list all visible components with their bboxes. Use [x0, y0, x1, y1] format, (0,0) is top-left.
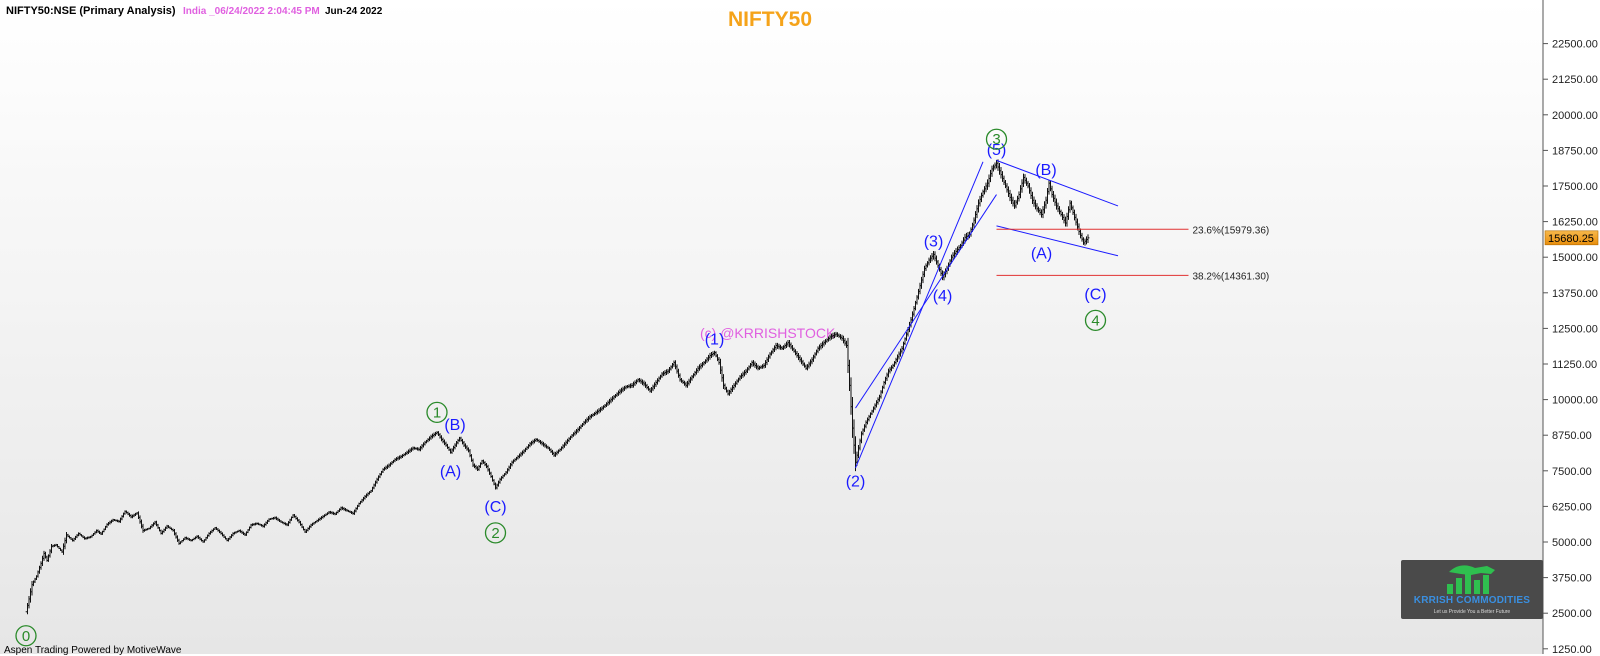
price-tick-label: 6250.00 [1552, 501, 1592, 513]
fib-level-label: 23.6%(15979.36) [1193, 225, 1270, 236]
price-tick-label: 16250.00 [1552, 217, 1598, 229]
trend-channel-line [996, 159, 1119, 207]
footer-credit: Aspen Trading Powered by MotiveWave [4, 645, 182, 656]
price-tick-label: 1250.00 [1552, 644, 1592, 654]
wave-label-circle [985, 128, 1008, 150]
trend-channel-line [855, 161, 984, 469]
price-tick-label: 11250.00 [1552, 359, 1597, 371]
price-tick-label: 3750.00 [1552, 573, 1592, 585]
wave-label-minor: (2) [846, 473, 866, 490]
wave-label-minor: (C) [484, 499, 506, 516]
wave-label-minor: (B) [444, 417, 465, 434]
wave-label-primary: 2 [484, 522, 507, 544]
wave-label-minor: (4) [933, 288, 953, 305]
wave-label-minor: (A) [440, 463, 461, 480]
price-tick-label: 17500.00 [1552, 181, 1598, 193]
brand-logo: KRRISH COMMODITIES Let us Provide You a … [1401, 560, 1543, 619]
price-tick-label: 5000.00 [1552, 537, 1592, 549]
wave-label-minor: (1) [705, 332, 725, 349]
brand-tagline: Let us Provide You a Better Future [1433, 609, 1511, 615]
timestamp-label: India _06/24/2022 2:04:45 PM [183, 6, 320, 17]
price-tick-label: 13750.00 [1552, 288, 1598, 300]
price-tick-label: 21250.00 [1552, 74, 1598, 86]
fib-level-label: 38.2%(14361.30) [1193, 271, 1270, 282]
wave-label-minor: (A) [1031, 245, 1052, 262]
wave-label-minor: (C) [1084, 286, 1106, 303]
watermark: (c) @KRRISHSTOCK [700, 325, 836, 341]
bar-date-label: Jun-24 2022 [325, 6, 383, 17]
price-tick-label: 18750.00 [1552, 145, 1598, 157]
brand-name: KRRISH COMMODITIES [1413, 595, 1531, 606]
wave-label-circle [484, 522, 507, 544]
price-bar [1087, 234, 1090, 243]
chart-title: NIFTY50 [727, 8, 813, 31]
price-tick-label: 22500.00 [1552, 39, 1598, 51]
price-tick-label: 2500.00 [1552, 608, 1592, 620]
symbol-label: NIFTY50:NSE (Primary Analysis) [6, 5, 176, 17]
price-tick-label: 10000.00 [1552, 395, 1598, 407]
wave-label-text: 2 [491, 525, 499, 542]
wave-label-circle [426, 401, 448, 424]
wave-label-circle [1084, 309, 1107, 332]
last-price-label: 15680.25 [1548, 233, 1594, 245]
wave-label-minor: (3) [924, 233, 944, 250]
wave-label-text: 1 [433, 404, 441, 421]
wave-label-primary: 1 [426, 401, 448, 424]
price-tick-label: 15000.00 [1552, 252, 1598, 264]
plot-background [0, 0, 1543, 654]
last-price-badge [1544, 230, 1599, 246]
wave-label-primary: 0 [15, 625, 37, 647]
wave-label-text: 0 [22, 628, 30, 645]
price-tick-label: 20000.00 [1552, 110, 1598, 122]
trend-channel-line [996, 225, 1119, 257]
price-tick-label: 12500.00 [1552, 323, 1598, 335]
bull-chart-icon [1447, 565, 1495, 594]
wave-label-minor: (B) [1035, 162, 1056, 179]
price-axis-background [1543, 0, 1600, 654]
wave-label-text: 3 [992, 131, 1000, 148]
wave-label-primary: 3 [985, 128, 1008, 150]
wave-label-primary: 4 [1084, 309, 1107, 332]
wave-label-minor: (5) [987, 142, 1007, 159]
wave-label-text: 4 [1091, 312, 1099, 329]
price-tick-label: 8750.00 [1552, 430, 1592, 442]
price-tick-label: 7500.00 [1552, 466, 1592, 478]
trend-channel-line [855, 194, 997, 409]
wave-label-circle [15, 625, 37, 647]
